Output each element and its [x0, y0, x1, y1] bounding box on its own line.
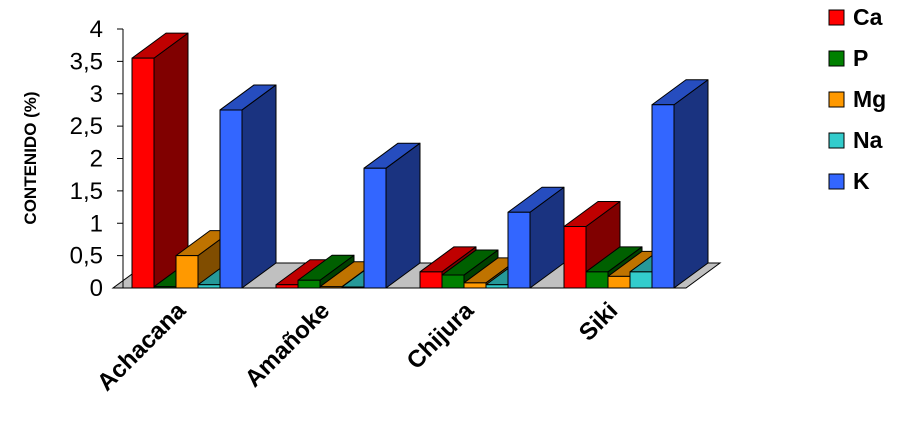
y-tick-label: 0: [90, 275, 103, 302]
legend-label: Na: [853, 127, 883, 153]
legend-label: Mg: [853, 86, 886, 112]
y-tick-label: 3: [90, 81, 103, 108]
legend-swatch-ca: [828, 9, 845, 26]
bar-ca-0: [131, 32, 189, 289]
legend-swatch-k: [828, 173, 845, 190]
y-tick-label: 1: [90, 210, 103, 237]
legend-swatch-na: [828, 132, 845, 149]
bar-p-1: [297, 254, 355, 289]
x-category-label: Amañoke: [240, 297, 335, 392]
legend-swatch-mg: [828, 91, 845, 108]
legend-label: P: [853, 45, 868, 71]
bar-k-3: [651, 79, 709, 289]
y-tick-label: 4: [90, 16, 103, 43]
legend-label: Ca: [853, 4, 883, 30]
y-tick-label: 3,5: [70, 48, 103, 75]
bar-k-2: [507, 186, 565, 289]
y-axis-title: CONTENIDO (%): [21, 91, 40, 224]
x-category-label: Chijura: [402, 297, 480, 375]
bar-k-1: [363, 142, 421, 289]
y-tick-label: 2: [90, 146, 103, 173]
legend-swatch-p: [828, 50, 845, 67]
y-tick-label: 0,5: [70, 243, 103, 270]
x-category-label: Siki: [574, 297, 623, 346]
y-tick-label: 1,5: [70, 178, 103, 205]
y-tick-label: 2,5: [70, 113, 103, 140]
legend-label: K: [853, 168, 870, 194]
bar-k-0: [219, 84, 277, 289]
x-category-label: Achacana: [92, 297, 192, 397]
